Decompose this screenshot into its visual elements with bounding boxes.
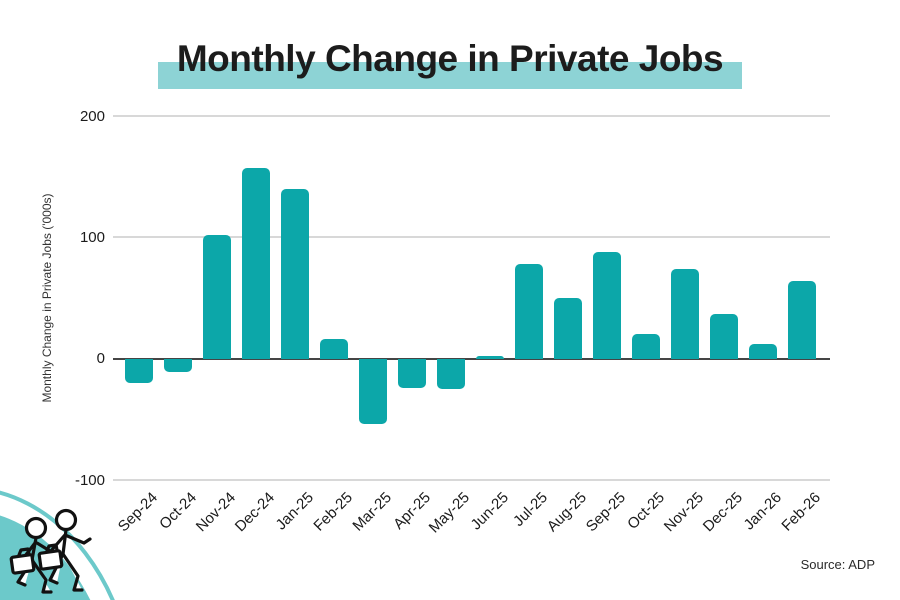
bar-Oct-25 xyxy=(632,334,660,359)
bar-Apr-25 xyxy=(398,358,426,388)
bar-Jul-25 xyxy=(515,264,543,359)
bar-Nov-25 xyxy=(671,268,699,359)
y-tick-label: -100 xyxy=(74,471,105,489)
y-tick-label: 0 xyxy=(96,350,105,368)
bar-Dec-25 xyxy=(710,313,738,359)
bar-Feb-25 xyxy=(320,339,348,359)
source-label: Source: ADP xyxy=(800,557,875,572)
bar-Aug-25 xyxy=(554,298,582,359)
y-tick-label: 100 xyxy=(79,228,105,246)
bar-Oct-24 xyxy=(164,358,192,372)
bar-Feb-26 xyxy=(788,281,816,359)
gridline--100 xyxy=(113,479,830,481)
chart-title: Monthly Change in Private Jobs xyxy=(176,38,724,79)
bar-Sep-25 xyxy=(593,251,621,359)
bar-Jan-25 xyxy=(281,188,309,359)
bar-Nov-24 xyxy=(203,234,231,359)
bar-Dec-24 xyxy=(242,168,270,359)
y-axis-title: Monthly Change in Private Jobs ('000s) xyxy=(40,193,54,403)
bar-Mar-25 xyxy=(359,358,387,425)
bar-Sep-24 xyxy=(125,358,153,383)
bar-Jan-26 xyxy=(749,344,777,359)
gridline-200 xyxy=(113,115,830,117)
decoration-blob xyxy=(0,515,91,600)
gridline-100 xyxy=(113,236,830,239)
title-highlight xyxy=(158,62,742,89)
workers-icon xyxy=(9,508,92,594)
y-tick-label: 200 xyxy=(79,107,105,125)
bar-May-25 xyxy=(437,358,465,389)
x-axis-line xyxy=(113,357,830,360)
bar-Jun-25 xyxy=(476,356,504,359)
